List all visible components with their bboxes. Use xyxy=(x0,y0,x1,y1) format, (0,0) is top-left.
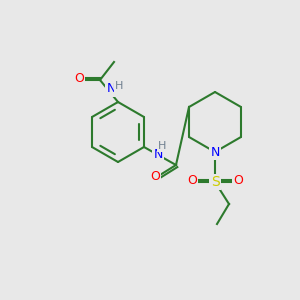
Text: O: O xyxy=(187,175,197,188)
Text: O: O xyxy=(233,175,243,188)
Text: O: O xyxy=(74,73,84,85)
Text: S: S xyxy=(211,175,219,189)
Text: H: H xyxy=(115,81,123,91)
Text: N: N xyxy=(210,146,220,158)
Text: O: O xyxy=(150,170,160,184)
Text: N: N xyxy=(153,148,163,160)
Text: N: N xyxy=(106,82,116,95)
Text: H: H xyxy=(158,141,166,151)
